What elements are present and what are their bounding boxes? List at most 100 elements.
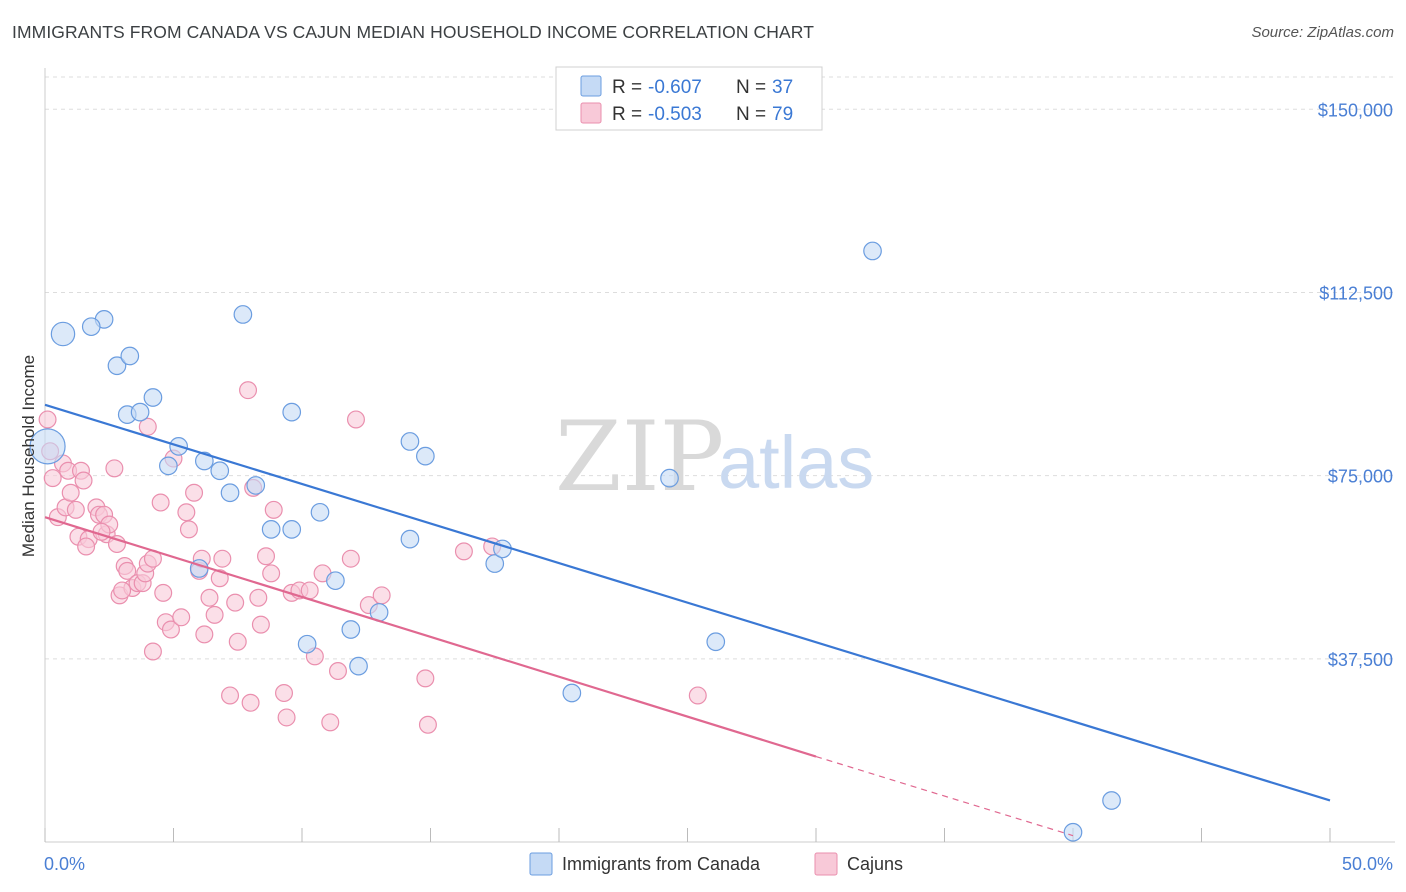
cajun-point — [177, 503, 196, 522]
cajun-point — [372, 586, 391, 605]
cajun-point — [195, 625, 214, 644]
canada-point — [863, 241, 882, 261]
cajun-point — [213, 549, 232, 568]
cajun-point — [257, 547, 276, 566]
canada-point — [233, 305, 253, 324]
canada-point — [120, 346, 140, 366]
canada-point — [416, 446, 435, 466]
data-points — [29, 241, 1121, 842]
cajun-point — [143, 642, 162, 661]
cajun-point — [264, 500, 283, 519]
canada-point — [261, 520, 281, 539]
x-tick-label-min: 0.0% — [44, 854, 85, 874]
cajun-point — [74, 471, 93, 490]
canada-point — [562, 683, 582, 703]
canada-point — [326, 571, 345, 591]
y-tick-label: $150,000 — [1318, 100, 1393, 120]
cajun-point — [346, 410, 365, 429]
watermark: ZIP atlas — [555, 401, 874, 513]
cajun-point — [454, 542, 473, 561]
cajun-point — [221, 686, 240, 705]
cajun-point — [328, 662, 347, 681]
canada-point — [310, 502, 330, 522]
gridlines — [45, 76, 1395, 660]
canada-trend-line — [44, 403, 1331, 802]
legend-swatch-canada — [529, 852, 553, 876]
cajun-point — [105, 459, 124, 478]
canada-point — [706, 632, 726, 652]
canada-point — [1063, 822, 1083, 842]
cajun-point — [239, 381, 258, 400]
cajun-point — [138, 417, 157, 436]
stats-legend: R = -0.607 N = 37 R = -0.503 N = 79 — [555, 66, 823, 131]
cajun-point — [38, 410, 57, 429]
canada-point — [1102, 791, 1121, 810]
stats-legend-swatch-canada — [580, 75, 602, 97]
y-tick-label: $75,000 — [1328, 467, 1393, 487]
cajun-point — [321, 713, 340, 732]
cajun-point — [161, 620, 180, 639]
cajun-point — [172, 608, 191, 627]
canada-point — [29, 428, 66, 465]
cajun-point — [418, 715, 437, 734]
cajun-point — [341, 549, 360, 568]
canada-point — [220, 483, 240, 503]
cajun-point — [43, 469, 62, 488]
canada-point — [341, 620, 361, 639]
y-axis-label: Median Household Income — [19, 355, 38, 557]
cajun-point — [179, 520, 198, 539]
canada-point — [660, 468, 679, 488]
canada-point — [485, 554, 505, 573]
canada-point — [143, 388, 163, 407]
stats-n-value-canada: 37 — [772, 77, 793, 98]
cajun-point — [241, 693, 260, 712]
legend-swatch-cajuns — [814, 852, 838, 876]
canada-point — [210, 461, 230, 481]
x-tick-label-max: 50.0% — [1342, 854, 1393, 874]
canada-point — [297, 634, 317, 654]
cajun-point — [249, 588, 268, 607]
stats-n-value-cajuns: 79 — [772, 104, 793, 125]
cajun-point — [262, 564, 281, 583]
source-attribution: Source: ZipAtlas.com — [1251, 24, 1394, 41]
cajun-point — [118, 561, 137, 580]
canada-point — [282, 520, 302, 539]
watermark-zip: ZIP — [555, 401, 724, 513]
trend-lines — [44, 403, 1331, 837]
cajun-trend-line-extension — [815, 755, 1074, 837]
canada-point — [50, 321, 76, 347]
stats-r-value-canada: -0.607 — [648, 77, 702, 98]
cajun-point — [688, 686, 707, 705]
stats-r-value-cajuns: -0.503 — [648, 104, 702, 125]
canada-point — [400, 432, 420, 451]
cajun-point — [416, 669, 435, 688]
canada-point — [246, 476, 266, 495]
canada-point — [282, 402, 302, 422]
y-tick-label: $37,500 — [1328, 650, 1393, 670]
cajun-point — [277, 708, 296, 727]
stats-r-label-canada: R = — [612, 77, 642, 98]
chart-title: IMMIGRANTS FROM CANADA VS CAJUN MEDIAN H… — [12, 22, 815, 42]
stats-r-label-cajuns: R = — [612, 104, 642, 125]
canada-point — [159, 456, 178, 476]
cajun-point — [66, 500, 85, 519]
stats-n-label-cajuns: N = — [736, 104, 766, 125]
cajun-point — [200, 588, 219, 607]
y-tick-label: $112,500 — [1319, 283, 1393, 303]
cajun-trend-line — [44, 516, 817, 758]
series-legend: Immigrants from Canada Cajuns — [529, 852, 903, 876]
canada-point — [400, 529, 420, 549]
cajun-point — [275, 684, 294, 703]
cajun-point — [210, 569, 229, 588]
cajun-point — [300, 581, 319, 600]
cajun-point — [154, 583, 173, 602]
canada-point — [130, 402, 150, 422]
canada-point — [81, 317, 101, 337]
cajun-point — [77, 537, 96, 556]
cajun-point — [251, 615, 270, 634]
stats-legend-swatch-cajuns — [580, 102, 602, 124]
cajun-point — [113, 581, 132, 600]
stats-n-label-canada: N = — [736, 77, 766, 98]
cajun-point — [151, 493, 170, 512]
